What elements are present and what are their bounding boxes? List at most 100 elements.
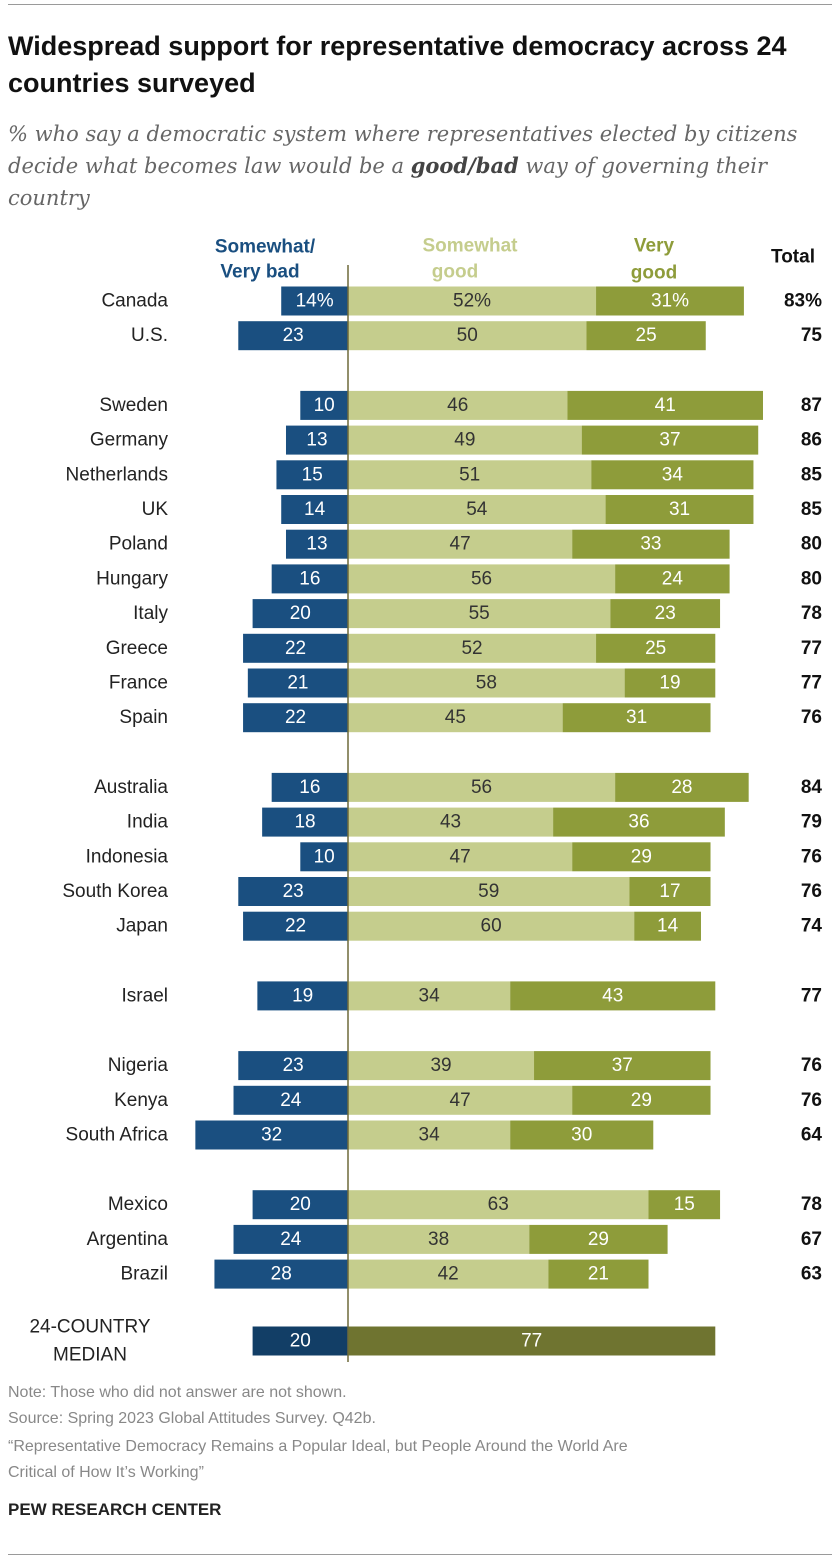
bar-somewhat-very-bad bbox=[243, 911, 348, 941]
bar-very-good bbox=[634, 911, 701, 941]
total-label: 77 bbox=[801, 673, 822, 694]
header-bad: Somewhat/ bbox=[215, 237, 316, 258]
bar-somewhat-very-bad bbox=[238, 877, 348, 906]
bar-very-good bbox=[586, 321, 706, 351]
total-label: 76 bbox=[801, 1055, 822, 1076]
data-label-somewhat-good: 47 bbox=[450, 846, 471, 867]
data-label-bad: 20 bbox=[290, 603, 311, 624]
data-label-very-good: 25 bbox=[636, 325, 657, 346]
bar-somewhat-very-bad bbox=[243, 703, 348, 733]
country-label: South Africa bbox=[66, 1125, 169, 1146]
data-label-very-good: 24 bbox=[662, 568, 684, 589]
bar-somewhat-good bbox=[348, 807, 554, 837]
data-label-bad: 22 bbox=[285, 916, 306, 937]
total-label: 86 bbox=[801, 430, 822, 451]
header-somewhat-good: good bbox=[432, 262, 478, 283]
bar-somewhat-very-bad bbox=[262, 807, 348, 837]
bar-somewhat-good bbox=[348, 1051, 535, 1081]
total-label: 87 bbox=[801, 395, 822, 416]
bar-somewhat-very-bad bbox=[276, 460, 348, 490]
bar-somewhat-good bbox=[348, 1120, 511, 1150]
data-label-bad: 21 bbox=[287, 673, 308, 694]
data-label-somewhat-good: 34 bbox=[419, 1125, 441, 1146]
data-label-somewhat-good: 51 bbox=[459, 464, 480, 485]
data-label-bad: 13 bbox=[306, 534, 327, 555]
bar-very-good bbox=[510, 981, 716, 1011]
country-label: Spain bbox=[119, 707, 168, 728]
data-label-bad: 10 bbox=[314, 846, 335, 867]
country-label: South Korea bbox=[62, 881, 168, 902]
data-label-bad: 14 bbox=[304, 499, 326, 520]
data-label-somewhat-good: 42 bbox=[438, 1264, 459, 1285]
country-label: Poland bbox=[109, 534, 168, 555]
country-label: U.S. bbox=[131, 325, 168, 346]
bar-very-good bbox=[624, 668, 716, 698]
total-label: 77 bbox=[801, 638, 822, 659]
subtitle-emphasis: good/bad bbox=[410, 153, 519, 178]
bar-somewhat-very-bad bbox=[285, 529, 348, 559]
data-label-very-good: 21 bbox=[588, 1264, 609, 1285]
bar-somewhat-good bbox=[348, 703, 563, 733]
bar-very-good bbox=[572, 1085, 711, 1115]
bar-somewhat-good bbox=[348, 1224, 530, 1254]
data-label-very-good: 19 bbox=[659, 673, 680, 694]
total-label: 84 bbox=[801, 777, 823, 798]
bar-somewhat-good bbox=[348, 877, 630, 906]
data-label-bad: 14% bbox=[296, 291, 334, 312]
subtitle-text-before: % who say a democratic system where repr… bbox=[8, 122, 798, 178]
country-label: Germany bbox=[90, 430, 169, 451]
data-label-very-good: 17 bbox=[659, 881, 680, 902]
country-label: Netherlands bbox=[66, 464, 168, 485]
data-label-very-good: 29 bbox=[631, 1090, 652, 1111]
data-label-somewhat-good: 46 bbox=[447, 395, 468, 416]
bar-somewhat-good bbox=[348, 425, 582, 455]
data-label-somewhat-good: 49 bbox=[454, 430, 475, 451]
bar-somewhat-very-bad bbox=[238, 1051, 348, 1081]
bar-somewhat-good bbox=[348, 842, 573, 872]
bar-very-good bbox=[605, 495, 754, 524]
data-label-very-good: 28 bbox=[671, 777, 692, 798]
data-label-somewhat-good: 56 bbox=[471, 777, 492, 798]
country-label: Australia bbox=[94, 777, 168, 798]
bar-somewhat-good bbox=[348, 599, 611, 629]
data-label-very-good: 23 bbox=[655, 603, 676, 624]
bar-very-good bbox=[615, 564, 730, 594]
median-data-label-good: 77 bbox=[521, 1331, 542, 1352]
data-label-very-good: 29 bbox=[631, 846, 652, 867]
bar-somewhat-very-bad bbox=[233, 1085, 348, 1115]
bar-somewhat-good bbox=[348, 564, 616, 594]
bar-somewhat-very-bad bbox=[252, 1190, 348, 1220]
data-label-somewhat-good: 60 bbox=[481, 916, 502, 937]
bar-somewhat-good bbox=[348, 1190, 649, 1220]
country-label: Mexico bbox=[108, 1194, 168, 1215]
data-label-somewhat-good: 38 bbox=[428, 1229, 449, 1250]
total-label: 78 bbox=[801, 603, 822, 624]
total-label: 76 bbox=[801, 881, 822, 902]
data-label-somewhat-good: 55 bbox=[469, 603, 490, 624]
bar-very-good bbox=[610, 599, 721, 629]
country-label: Sweden bbox=[99, 395, 168, 416]
data-label-bad: 22 bbox=[285, 707, 306, 728]
diverging-bar-chart: Somewhat/Very bad Somewhat good Very good Tot… bbox=[29, 236, 823, 1366]
data-label-bad: 16 bbox=[299, 568, 320, 589]
bar-somewhat-very-bad bbox=[271, 564, 348, 594]
median-bar-bad bbox=[252, 1326, 348, 1356]
total-label: 64 bbox=[801, 1125, 823, 1146]
bar-very-good bbox=[567, 390, 763, 420]
country-label: Brazil bbox=[120, 1264, 168, 1285]
bar-somewhat-very-bad bbox=[238, 321, 348, 351]
country-label: UK bbox=[142, 499, 169, 520]
data-label-very-good: 33 bbox=[640, 534, 661, 555]
data-label-very-good: 37 bbox=[659, 430, 680, 451]
data-label-very-good: 43 bbox=[602, 985, 623, 1006]
footer-report-title-line1: “Representative Democracy Remains a Popu… bbox=[8, 1438, 628, 1455]
total-label: 80 bbox=[801, 568, 822, 589]
data-label-bad: 24 bbox=[280, 1229, 302, 1250]
header-very-good: good bbox=[631, 263, 677, 284]
bar-somewhat-very-bad bbox=[243, 633, 348, 663]
data-label-bad: 24 bbox=[280, 1090, 302, 1111]
data-label-somewhat-good: 59 bbox=[478, 881, 499, 902]
bar-very-good bbox=[615, 772, 749, 802]
footer-report-title-line2: Critical of How It’s Working” bbox=[8, 1464, 204, 1481]
bar-somewhat-good bbox=[348, 1259, 549, 1289]
